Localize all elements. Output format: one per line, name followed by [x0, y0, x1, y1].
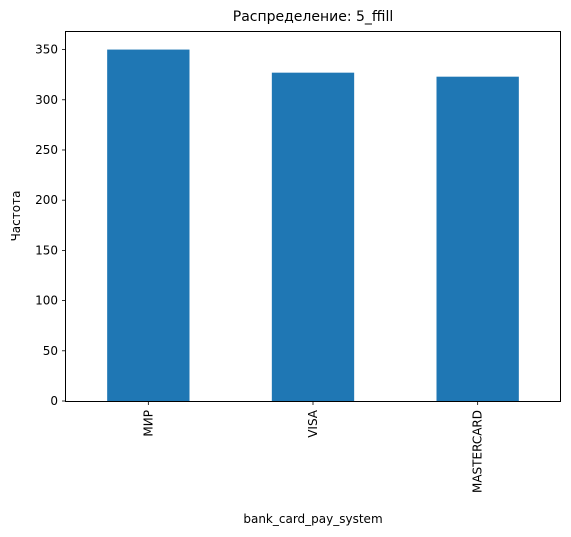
bar-1	[271, 72, 355, 401]
x-axis-title: bank_card_pay_system	[243, 512, 382, 526]
y-tick-label: 350	[35, 43, 58, 57]
y-axis-ticks: 0 50 100 150 200 250 300 350	[35, 43, 66, 408]
bar-2	[436, 76, 519, 401]
x-tick-label: МИР	[141, 410, 155, 437]
y-axis-title: Частота	[9, 191, 23, 242]
x-tick-label: VISA	[306, 409, 320, 438]
x-tick-label: MASTERCARD	[471, 410, 485, 493]
x-axis-ticks: МИР VISA MASTERCARD	[141, 401, 485, 493]
y-tick-label: 150	[35, 243, 58, 257]
y-tick-label: 250	[35, 143, 58, 157]
y-tick-label: 100	[35, 294, 58, 308]
y-tick-label: 300	[35, 93, 58, 107]
bar-0	[107, 49, 190, 401]
y-tick-label: 0	[50, 394, 58, 408]
y-tick-label: 200	[35, 193, 58, 207]
bars	[107, 49, 519, 401]
chart-title: Распределение: 5_ffill	[233, 9, 393, 25]
plot-frame	[65, 31, 561, 402]
y-tick-label: 50	[43, 344, 58, 358]
